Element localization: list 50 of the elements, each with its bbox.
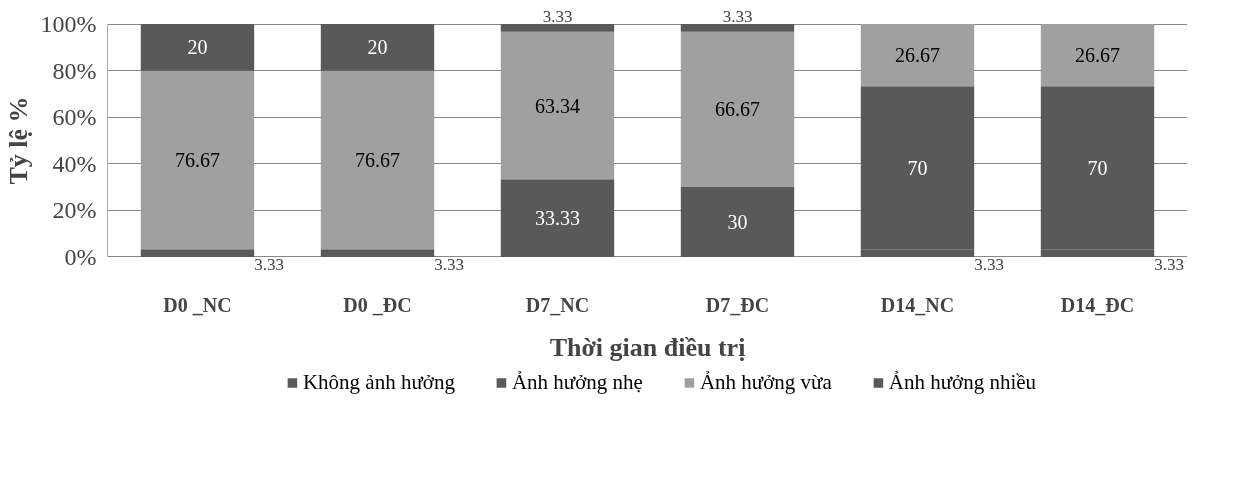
bar — [860, 24, 975, 87]
data-label: 3.33 — [434, 254, 464, 274]
x-tick-label: D7_ĐC — [705, 293, 770, 316]
data-label: 76.67 — [175, 148, 220, 171]
x-tick-label: D0 _NC — [163, 293, 232, 316]
data-label: 33.33 — [535, 207, 580, 230]
legend-label: Không ảnh hưởng — [302, 369, 455, 395]
y-tick-label: 20% — [52, 197, 97, 224]
data-label: 3.33 — [974, 254, 1004, 274]
x-tick-label: D14_ĐC — [1060, 293, 1135, 316]
bar — [320, 249, 435, 257]
y-tick-label: 60% — [52, 104, 97, 131]
bar — [140, 24, 255, 71]
data-label: 3.33 — [722, 7, 753, 27]
bar — [500, 31, 615, 180]
y-axis-title: Tỷ lệ % — [3, 96, 33, 185]
y-tick-label: 40% — [52, 150, 97, 177]
data-label: 20 — [187, 36, 208, 59]
bar — [500, 179, 615, 257]
data-label: 70 — [907, 156, 928, 179]
y-tick-label: 100% — [40, 11, 97, 38]
bar — [140, 70, 255, 250]
legend-label: Ảnh hưởng vừa — [699, 369, 832, 395]
bar — [680, 24, 795, 32]
y-tick-label: 0% — [64, 243, 97, 270]
x-tick-label: D14_NC — [880, 293, 955, 316]
data-label: 70 — [1087, 156, 1108, 179]
bar — [1040, 24, 1155, 87]
data-label: 20 — [367, 36, 388, 59]
bar — [680, 31, 795, 188]
bar — [320, 70, 435, 250]
data-label: 3.33 — [542, 7, 573, 27]
data-label: 3.33 — [1154, 254, 1184, 274]
legend-label: Ảnh hưởng nhiều — [888, 369, 1037, 395]
data-label: 66.67 — [715, 98, 760, 121]
bar — [500, 24, 615, 32]
data-label: 76.67 — [355, 148, 400, 171]
data-label: 26.67 — [895, 44, 940, 67]
data-label: 63.34 — [535, 94, 580, 117]
data-label: 26.67 — [1075, 44, 1120, 67]
bar — [680, 187, 795, 257]
x-tick-label: D0 _ĐC — [343, 293, 412, 316]
x-tick-label: D7_NC — [525, 293, 590, 316]
bar — [320, 24, 435, 71]
y-tick-label: 80% — [52, 57, 97, 84]
legend-label: Ảnh hưởng nhẹ — [511, 369, 643, 395]
x-axis-title: Thời gian điều trị — [549, 332, 746, 362]
bar — [140, 249, 255, 257]
data-label: 3.33 — [254, 254, 284, 274]
data-label: 30 — [727, 210, 748, 233]
